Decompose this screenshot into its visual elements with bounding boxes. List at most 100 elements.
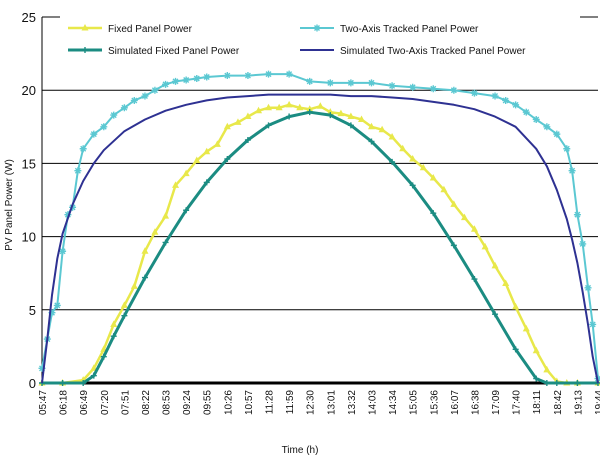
data-point [430,210,437,217]
x-tick-label: 16:38 [470,390,481,415]
data-point [347,79,355,87]
data-point [172,77,180,85]
data-point [265,103,273,111]
legend-label: Simulated Fixed Panel Power [108,46,240,57]
data-point [522,108,530,116]
data-point [120,301,128,308]
x-tick-label: 11:28 [265,390,276,415]
x-tick-label: 08:53 [162,390,173,415]
data-point [244,112,252,120]
data-point [203,147,211,155]
series-layer [38,70,600,386]
data-point [265,70,273,78]
legend-item: Two-Axis Tracked Panel Power [300,24,479,35]
x-axis-title: Time (h) [282,445,319,456]
x-tick-label: 17:40 [512,390,523,415]
data-point [522,324,530,332]
data-point [471,276,478,283]
data-point [316,102,324,109]
data-point [141,274,148,281]
data-point [90,372,97,379]
data-point [151,86,159,94]
data-point [306,77,314,85]
data-point [450,200,458,207]
data-point [470,89,478,97]
x-tick-label: 14:34 [388,390,399,415]
data-point [573,211,581,219]
data-point [450,86,458,94]
data-point [162,239,169,246]
data-point [532,346,540,354]
data-point [285,70,293,78]
data-point [130,282,138,289]
data-point [367,79,375,87]
data-point [110,333,117,340]
y-tick-labels: 0 5 10 15 20 25 [22,10,36,391]
data-point [553,380,560,386]
data-point [275,103,283,111]
data-point [223,122,231,130]
y-tick-label: 0 [29,376,36,391]
x-tick-label: 19:44 [594,390,600,415]
data-point [347,122,354,129]
data-point [306,109,313,116]
legend-label: Two-Axis Tracked Panel Power [340,24,479,35]
legend-box [60,16,580,62]
data-point [388,133,396,140]
data-point [193,156,201,163]
data-point [589,320,597,328]
x-tick-label: 05:47 [38,390,49,415]
data-point [579,240,587,248]
data-point [512,101,520,109]
y-axis-title: PV Panel Power (W) [4,159,15,251]
data-point [326,79,334,87]
data-point [38,364,46,372]
y-tick-label: 25 [22,10,36,25]
data-point [568,167,576,175]
x-tick-label: 10:57 [244,390,255,415]
data-point [378,125,386,133]
data-point [543,123,551,131]
axes [41,17,598,385]
data-point [193,74,201,82]
data-point [285,100,293,108]
x-tick-label: 12:30 [306,390,317,415]
x-tick-label: 14:03 [367,390,378,415]
data-point [502,96,510,104]
data-point [367,122,375,130]
data-point [358,115,366,122]
x-tick-label: 17:09 [491,390,502,415]
data-point [110,111,118,119]
data-point [491,261,499,269]
series-line [42,110,598,385]
data-point [223,72,231,80]
data-point [80,380,87,386]
legend-item: Simulated Two-Axis Tracked Panel Power [300,46,526,57]
x-tick-labels: 05:47 06:18 06:49 07:20 07:51 08:22 08:53 09:24… [38,390,600,415]
x-tick-label: 06:49 [79,390,90,415]
x-tick-label: 18:11 [532,390,543,415]
data-point [183,207,190,214]
x-tick-label: 07:20 [100,390,111,415]
data-point [172,181,180,188]
data-point [326,108,334,115]
data-point [440,185,448,193]
data-point [59,380,66,386]
data-point [234,118,242,125]
data-point [265,122,272,129]
legend-label: Simulated Two-Axis Tracked Panel Power [340,46,526,57]
x-tick-label: 09:55 [203,390,214,415]
data-point [53,301,61,309]
data-point [162,212,170,219]
data-point [491,92,499,100]
legend-item: Simulated Fixed Panel Power [68,46,240,57]
data-point [327,112,334,119]
series-simulated-two-axis-tracked-panel-power [41,93,599,384]
data-point [450,242,457,249]
series-two-axis-tracked-panel-power [38,70,600,383]
series-line [41,93,599,384]
legend-label: Fixed Panel Power [108,24,193,35]
data-point [313,24,321,32]
legend-item: Fixed Panel Power [68,24,193,35]
